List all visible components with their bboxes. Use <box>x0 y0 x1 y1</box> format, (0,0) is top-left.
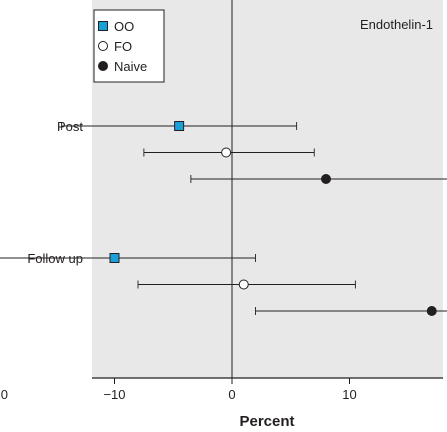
x-axis-ticks: −20−100102030 <box>0 378 357 402</box>
legend-label: FO <box>114 39 132 54</box>
group-labels: Post Follow up <box>27 119 83 266</box>
x-tick-label: 0 <box>228 387 235 402</box>
row-naive <box>255 306 447 316</box>
point-estimate <box>321 174 331 184</box>
legend-marker-square <box>98 21 108 31</box>
row-fo <box>137 279 356 290</box>
row-naive <box>190 174 447 184</box>
point-estimate <box>221 147 232 158</box>
group-label: Post <box>57 119 83 134</box>
legend: OO FO Naive <box>93 9 165 83</box>
point-estimate <box>238 279 249 290</box>
data-rows <box>0 121 447 316</box>
point-estimate <box>426 306 437 316</box>
x-tick-label: −10 <box>103 387 125 402</box>
legend-marker-circle <box>98 41 108 51</box>
point-estimate <box>109 253 120 263</box>
point-estimate <box>174 121 185 131</box>
row-fo <box>143 147 315 158</box>
x-tick-label: 10 <box>342 387 356 402</box>
group-label: Follow up <box>27 251 83 266</box>
x-tick-label: −20 <box>0 387 8 402</box>
legend-label: Naive <box>114 59 147 74</box>
row-oo <box>61 121 298 131</box>
x-axis-title: Percent <box>239 413 294 430</box>
panel-title: Endothelin-1 <box>360 17 433 32</box>
legend-marker-circle <box>98 61 108 71</box>
row-oo <box>0 253 256 263</box>
legend-label: OO <box>114 19 134 34</box>
